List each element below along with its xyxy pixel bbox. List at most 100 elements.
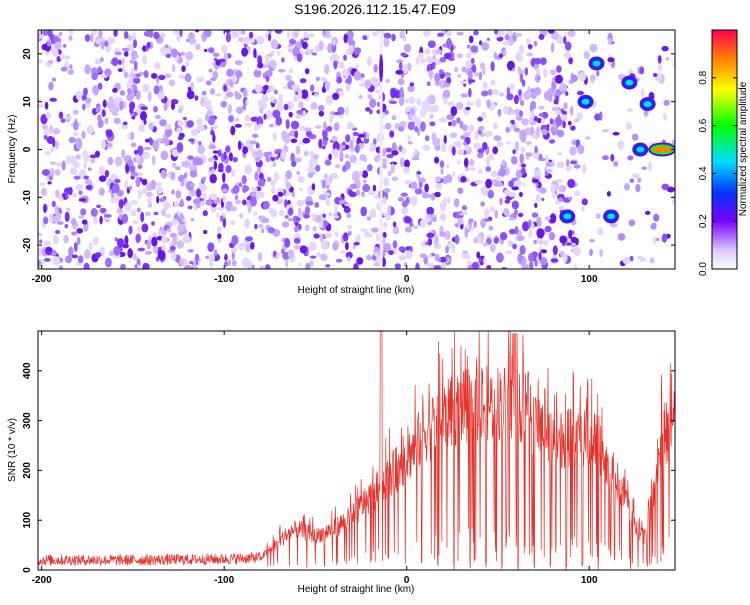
spectrogram-cell <box>63 44 67 48</box>
spectrogram-cell <box>564 41 572 51</box>
spectrogram-cell <box>345 134 351 143</box>
spectrogram-cell <box>404 159 410 169</box>
spectrogram-cell <box>338 199 347 204</box>
spectrogram-cell <box>553 122 558 133</box>
spectrogram-cell <box>398 254 406 261</box>
spectrogram-cell <box>98 30 103 39</box>
hotspot-core <box>607 213 616 220</box>
spectrogram-cell <box>75 139 83 150</box>
spectrogram-cell <box>318 138 323 149</box>
spectrogram-cell <box>474 72 480 77</box>
spectrogram-cell <box>463 141 467 146</box>
spectrogram-cell <box>349 139 354 150</box>
spectrogram-cell <box>513 180 522 187</box>
spectrogram-cell <box>97 66 102 74</box>
spectrogram-cell <box>130 199 138 205</box>
spectrogram-cell <box>315 164 321 172</box>
spectrogram-cell <box>59 195 64 202</box>
spectrogram-cell <box>269 123 274 128</box>
spectrogram-cell <box>52 257 61 266</box>
spectrogram-cell <box>402 166 411 174</box>
spectrogram-cell <box>132 32 136 41</box>
spectrogram-cell <box>514 226 519 235</box>
spectrogram-cell <box>387 170 393 177</box>
spectrogram-y-axis-label: Frequency (Hz) <box>7 115 18 184</box>
spectrogram-cell <box>78 198 87 202</box>
spectrogram-cell <box>467 260 472 266</box>
spectrogram-cell <box>622 257 631 265</box>
spectrogram-cell <box>43 216 49 225</box>
spectrogram-cell <box>76 236 81 245</box>
spectrogram-cell <box>567 178 576 189</box>
spectrogram-y-ticks: -20 -10 0 10 20 <box>22 48 675 252</box>
spectrogram-cell <box>203 30 212 38</box>
spectrogram-cell <box>325 197 331 207</box>
spectrogram-cell <box>519 99 525 107</box>
spectrogram-cell <box>525 141 532 145</box>
spectrogram-cell <box>296 171 301 175</box>
spectrogram-cell <box>237 140 242 151</box>
spectrogram-cell <box>530 110 535 120</box>
spectrogram-cell <box>319 233 324 243</box>
spectrogram-cell <box>481 111 487 119</box>
snr-y-tick-label: 400 <box>22 362 33 379</box>
spectrogram-cell <box>38 259 42 269</box>
spectrogram-cell <box>625 122 632 130</box>
spectrogram-cell <box>460 224 464 230</box>
spectrogram-cell <box>391 115 397 121</box>
spectrogram-cell <box>133 38 137 49</box>
spectrogram-cell <box>220 100 228 108</box>
spectrogram-cell <box>146 191 153 198</box>
spectrogram-cell <box>90 33 94 43</box>
spectrogram-cell <box>178 75 187 80</box>
spectrogram-cell <box>456 117 461 124</box>
spectrogram-cell <box>228 152 233 162</box>
spectrogram-cell <box>511 186 519 191</box>
spectrogram-cell <box>179 51 186 56</box>
spectrogram-cell <box>137 164 143 169</box>
spectrogram-cell <box>440 262 447 268</box>
spectrogram-cell <box>548 231 556 241</box>
spectrogram-cell <box>114 194 120 202</box>
spectrogram-cell <box>263 151 271 158</box>
spectrogram-cell <box>223 151 227 160</box>
spectrogram-cell <box>381 236 386 246</box>
spectrogram-cell <box>227 103 233 115</box>
spectrogram-cell <box>338 90 345 97</box>
spectrogram-cell <box>116 238 125 248</box>
spectrogram-cell <box>328 153 332 161</box>
spectrogram-cell <box>133 77 141 84</box>
spectrogram-cell <box>310 102 318 110</box>
spectrogram-cell <box>161 235 168 244</box>
spectrogram-cell <box>474 129 479 141</box>
spectrogram-cell <box>137 226 141 233</box>
spectrogram-cell <box>581 206 585 212</box>
spectrogram-cell <box>118 68 123 72</box>
spectrogram-cell <box>637 177 642 183</box>
spectrogram-cell <box>136 107 142 115</box>
spectrogram-cell <box>196 76 205 83</box>
spectrogram-cell <box>494 209 498 219</box>
spectrogram-cell <box>519 69 525 74</box>
spectrogram-cell <box>568 229 573 239</box>
spectrogram-cell <box>135 90 141 101</box>
spectrogram-cell <box>429 121 436 127</box>
spectrogram-cell <box>346 213 352 219</box>
spectrogram-cell <box>142 151 151 160</box>
spectrogram-cell <box>99 207 107 214</box>
spectrogram-cell <box>494 30 499 35</box>
spectrogram-cell <box>364 79 372 89</box>
spectrogram-cell <box>99 215 103 225</box>
spectrogram-cell <box>486 265 492 269</box>
spectrogram-cell <box>487 89 493 96</box>
spectrogram-cell <box>121 57 125 66</box>
spectrogram-cell <box>568 57 573 65</box>
spectrogram-cell <box>519 72 524 83</box>
spectrogram-cell <box>543 68 547 78</box>
spectrogram-cell <box>281 130 288 141</box>
spectrogram-cell <box>136 234 140 244</box>
spectrogram-cell <box>477 116 484 122</box>
spectrogram-cell <box>322 30 326 35</box>
spectrogram-cell <box>520 167 526 175</box>
spectrogram-cell <box>315 125 322 129</box>
